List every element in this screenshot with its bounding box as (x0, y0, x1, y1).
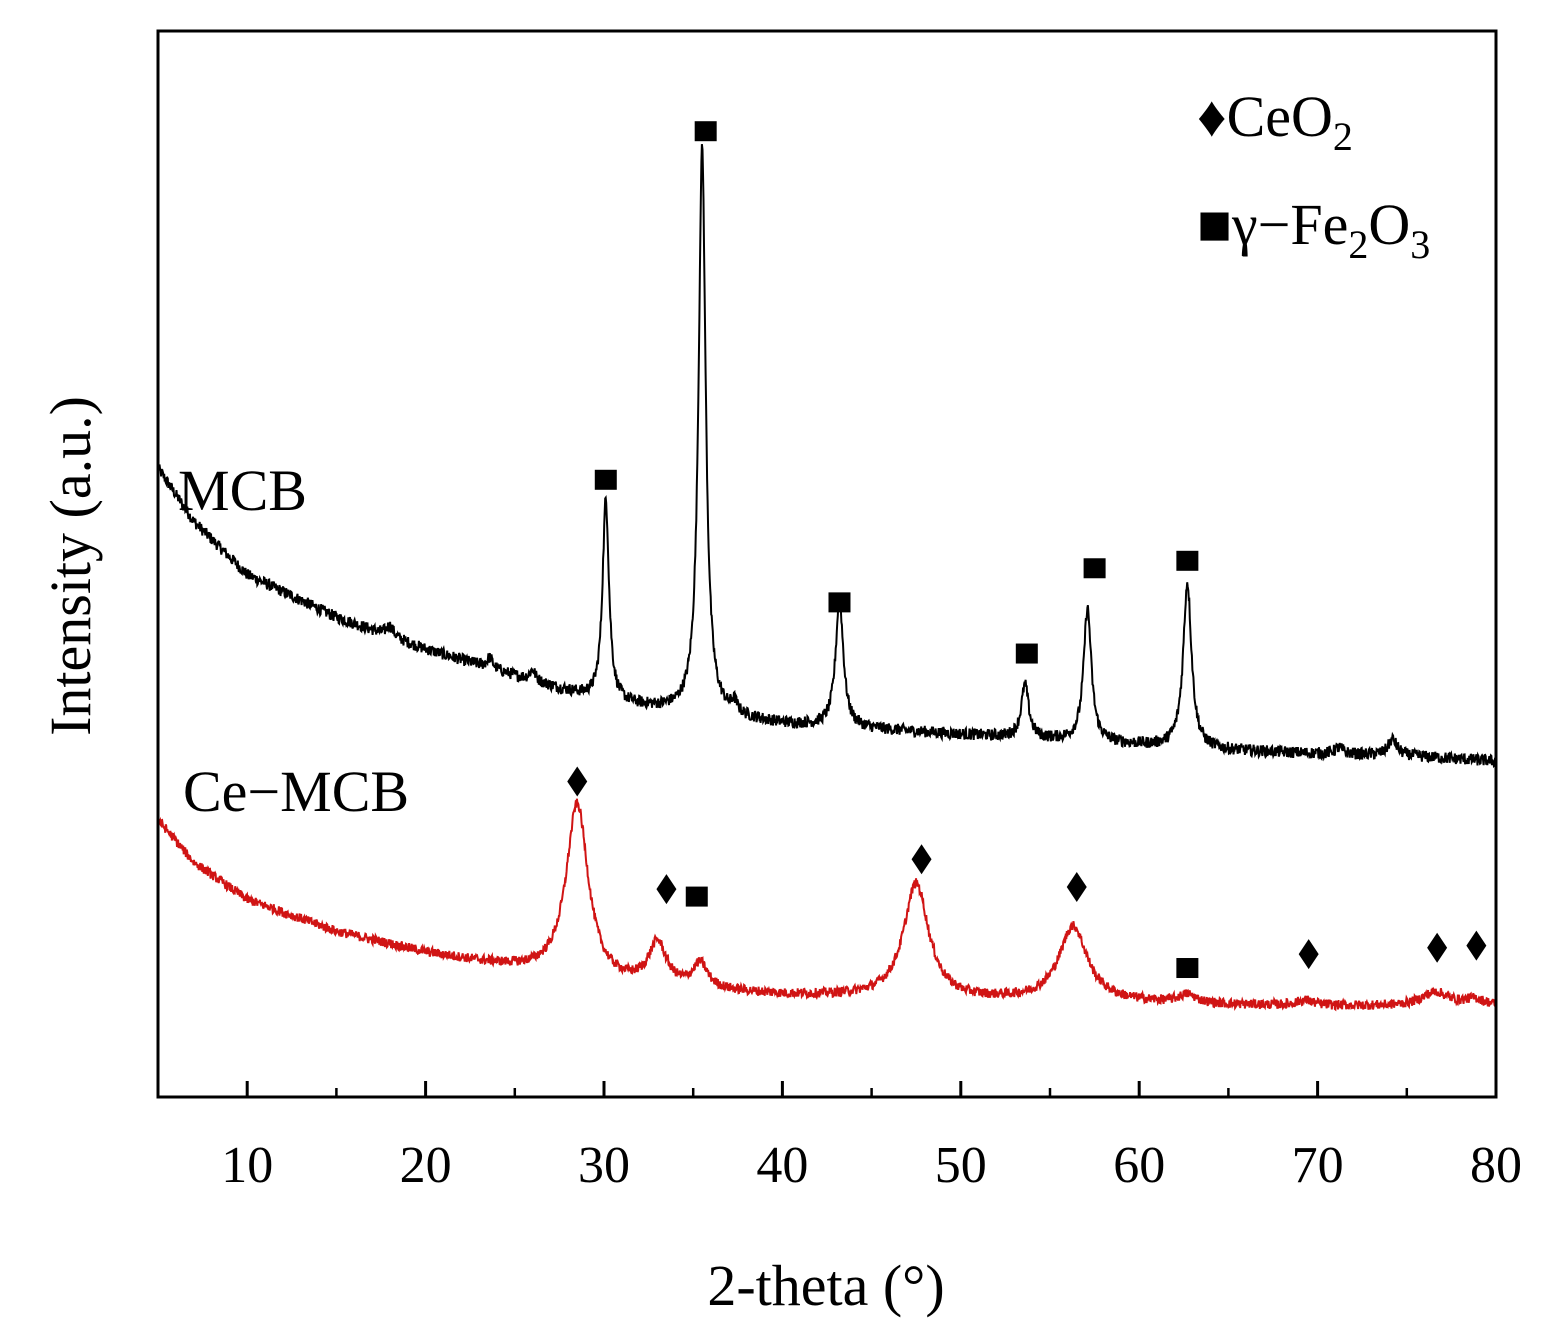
x-tick-label: 80 (1470, 1137, 1522, 1194)
traces (157, 143, 1497, 1012)
x-ticks: 10 20 30 40 50 60 70 80 (221, 1081, 1522, 1194)
series-label-ce-mcb: Ce−MCB (183, 759, 409, 824)
fe2o3-peak-marker (594, 469, 617, 490)
series-label-mcb: MCB (178, 458, 307, 523)
ceo2-peak-marker (911, 844, 932, 875)
legend-entry-ceo2: ♦CeO2 (1197, 84, 1353, 159)
x-axis-label: 2-theta (°) (707, 1253, 944, 1318)
legend-fe2o3-sub1: 2 (1348, 222, 1368, 267)
ceo2-peak-marker (1427, 932, 1448, 963)
x-tick-label: 70 (1292, 1137, 1344, 1194)
x-tick-label: 10 (221, 1137, 273, 1194)
ceo2-peak-marker (1066, 871, 1087, 902)
fe2o3-peak-marker (828, 592, 851, 613)
legend-fe2o3-sub2: 3 (1410, 222, 1430, 267)
fe2o3-peak-marker (1176, 958, 1199, 979)
ceo2-peak-marker (656, 874, 677, 905)
x-tick-label: 40 (756, 1137, 808, 1194)
x-tick-label: 50 (935, 1137, 987, 1194)
series-line (157, 798, 1497, 1012)
legend-entry-fe2o3: ■γ−Fe2O3 (1197, 192, 1430, 267)
series-line (157, 143, 1497, 769)
y-axis-label: Intensity (a.u.) (38, 396, 103, 736)
fe2o3-peak-marker (1083, 558, 1106, 579)
legend-ceo2-sub: 2 (1333, 114, 1353, 159)
plot-frame (156, 29, 1498, 1099)
fe2o3-peak-marker (1015, 643, 1038, 664)
fe2o3-peak-marker (694, 121, 717, 142)
x-tick-label: 60 (1113, 1137, 1165, 1194)
x-tick-label: 30 (578, 1137, 630, 1194)
ceo2-peak-marker (1298, 939, 1319, 970)
legend-fe2o3-label: ■γ−Fe (1197, 192, 1348, 257)
ceo2-peak-marker (1466, 930, 1487, 961)
peak-markers (567, 121, 1487, 979)
fe2o3-peak-marker (1176, 550, 1199, 571)
ceo2-peak-marker (567, 766, 588, 797)
x-tick-label: 20 (400, 1137, 452, 1194)
legend-ceo2-label: ♦CeO (1197, 84, 1333, 149)
legend: ♦CeO2 ■γ−Fe2O3 (1197, 84, 1430, 267)
legend-fe2o3-mid: O (1368, 192, 1410, 257)
fe2o3-peak-marker (685, 886, 708, 907)
